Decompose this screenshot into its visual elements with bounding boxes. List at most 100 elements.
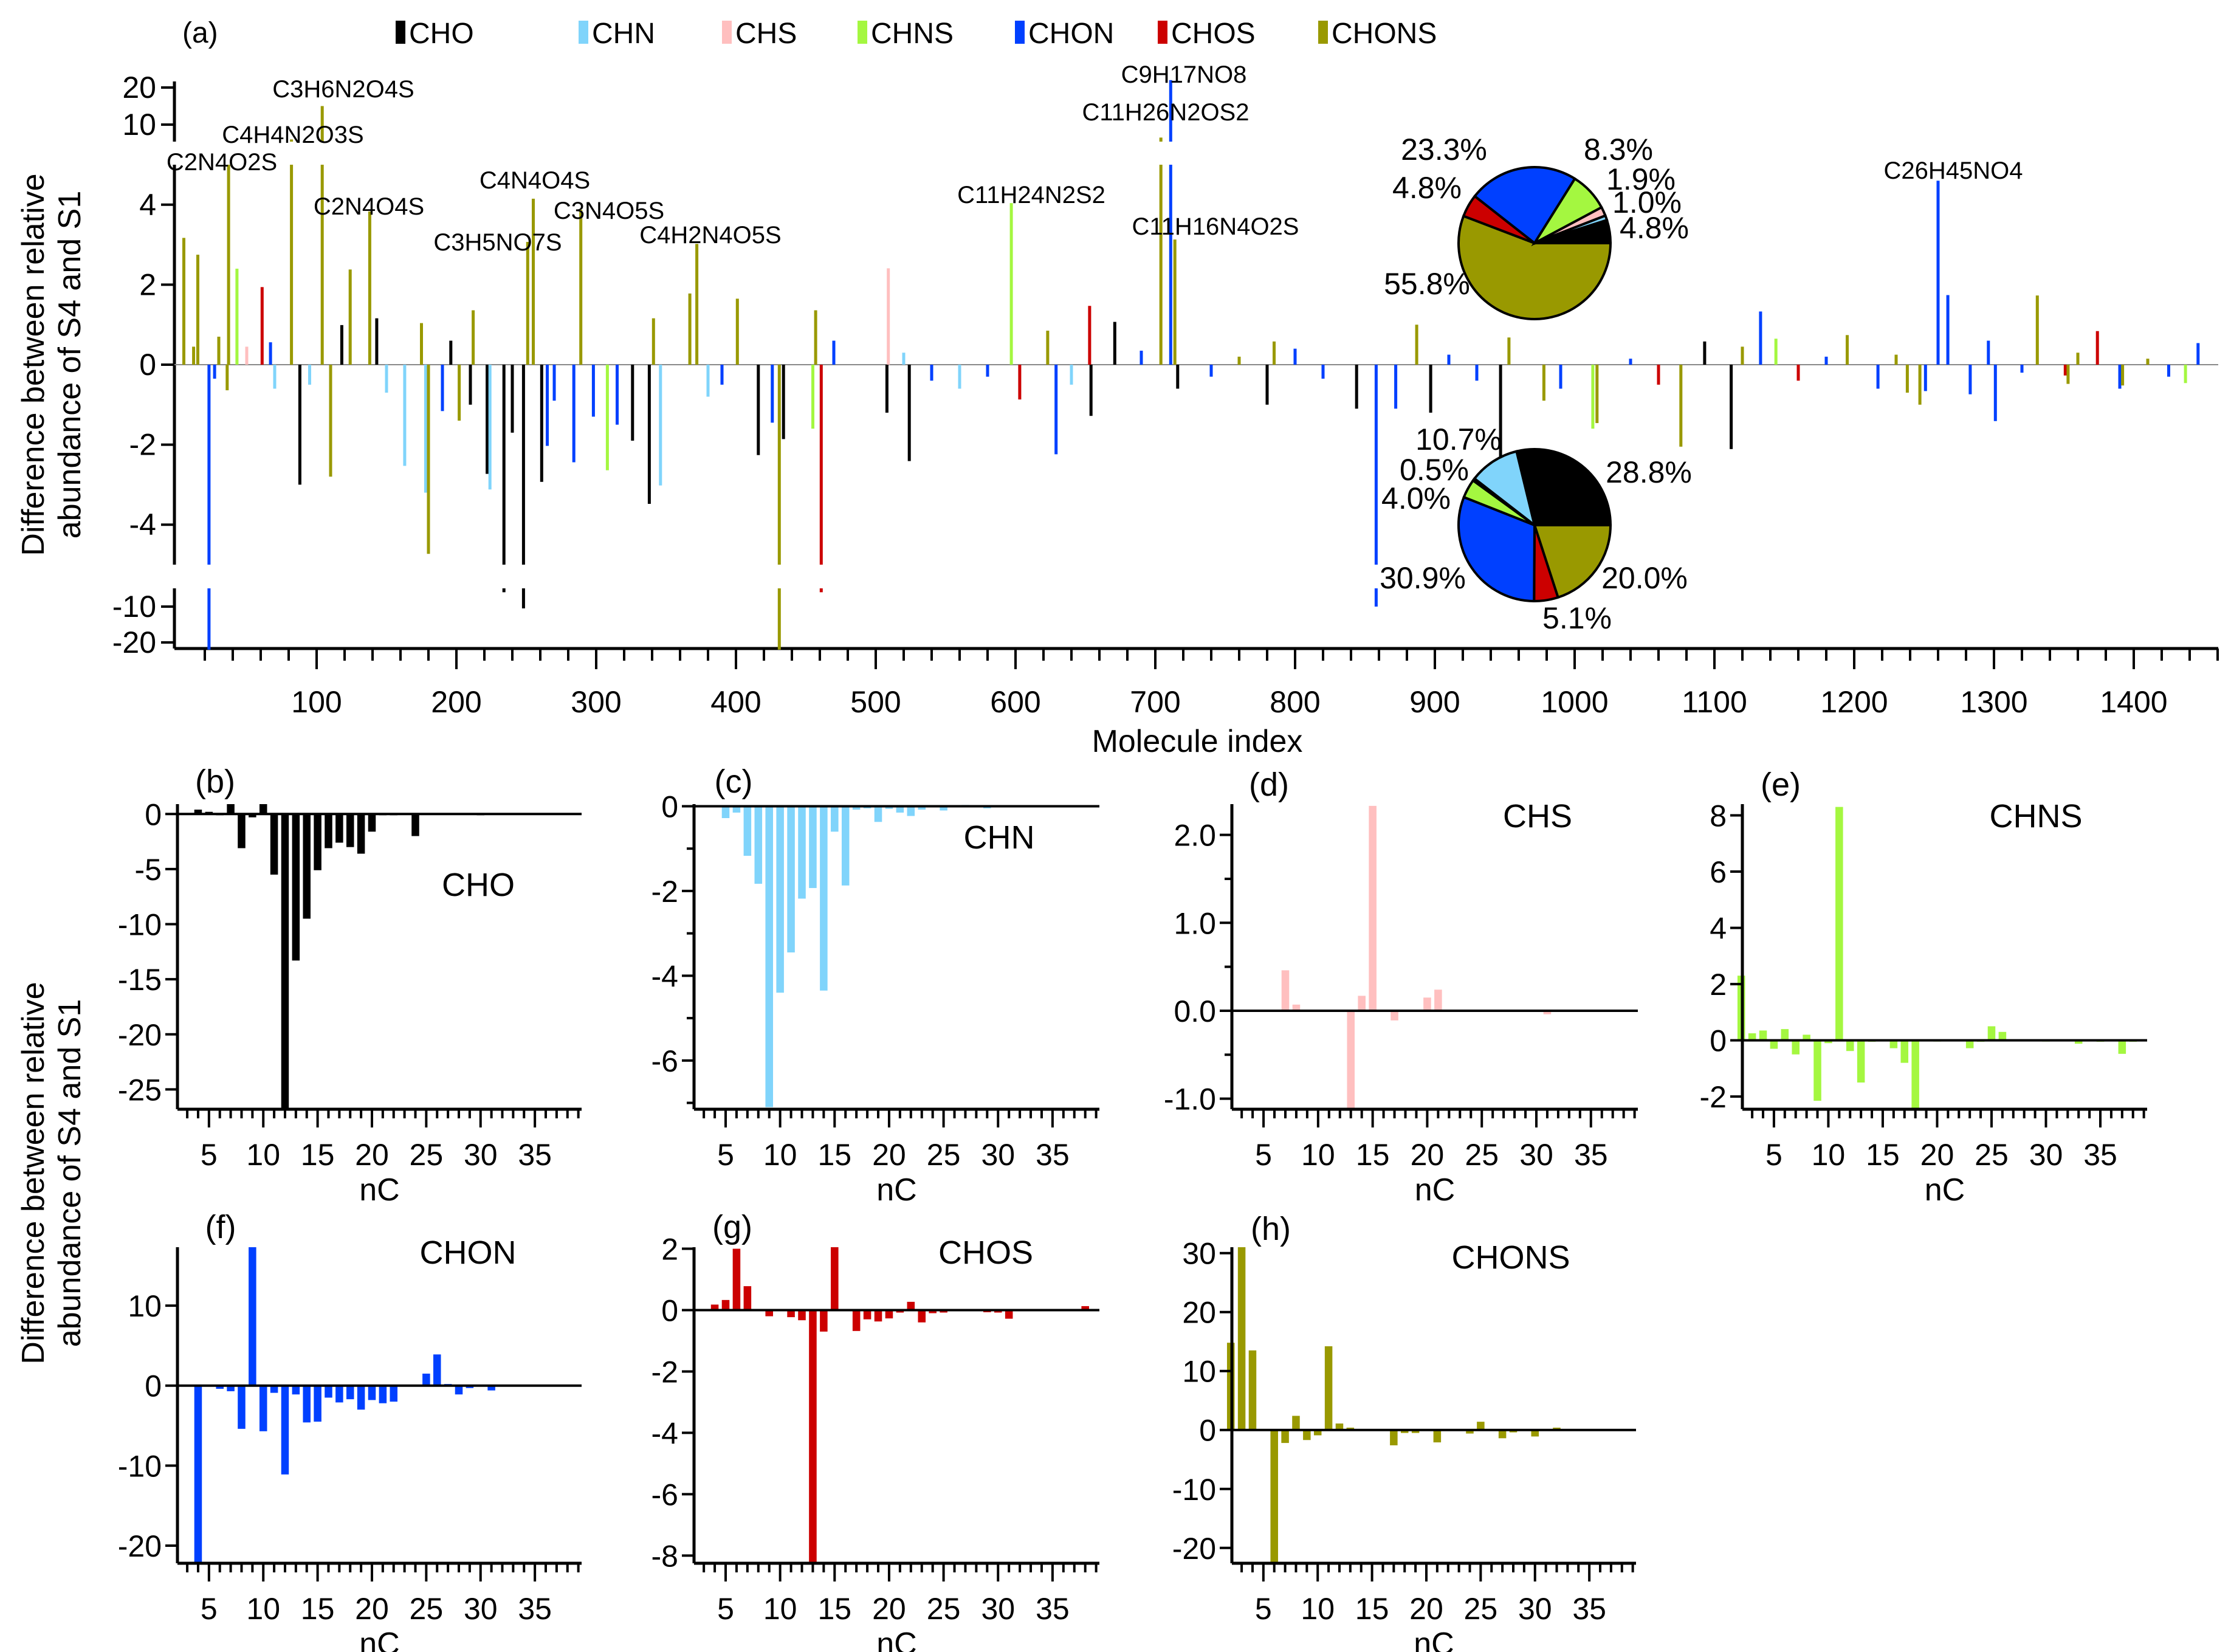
bar-nc xyxy=(433,1354,441,1386)
legend-item-chos: CHOS xyxy=(1158,18,1256,50)
y-tick-label: 6 xyxy=(1710,855,1727,889)
x-tick-label: 10 xyxy=(763,1138,797,1172)
bar-nc xyxy=(940,806,947,811)
bar-nc xyxy=(1846,1040,1854,1051)
bar-cho xyxy=(1176,365,1180,389)
bar-chs xyxy=(887,268,890,365)
y-tick-label: -4 xyxy=(651,959,678,993)
bar-cho xyxy=(1355,365,1358,409)
bar-chons xyxy=(420,323,423,365)
bar-chs xyxy=(245,346,249,365)
x-tick-label: 5 xyxy=(717,1592,734,1626)
bar-chon xyxy=(2196,343,2200,365)
panel-label: (g) xyxy=(712,1209,752,1245)
y-axis-title-line1: Difference between relative xyxy=(16,173,51,556)
x-tick-label: 20 xyxy=(872,1138,906,1172)
x-tick-label: 30 xyxy=(1518,1592,1552,1626)
bar-nc xyxy=(270,814,278,875)
legend-item-chns: CHNS xyxy=(858,18,954,50)
y-tick-label: 4 xyxy=(139,188,156,222)
legend-swatch xyxy=(722,21,732,44)
bar-nc xyxy=(1781,1029,1789,1041)
bar-chons xyxy=(2076,353,2080,365)
bar-nc xyxy=(335,1385,343,1403)
legend-item-cho: CHO xyxy=(396,18,474,50)
bar-chon xyxy=(1140,350,1143,365)
bar-nc xyxy=(390,1385,397,1402)
x-tick-label: 20 xyxy=(355,1138,389,1172)
bar-nc xyxy=(1911,1040,1919,1109)
y-tick-label: 2.0 xyxy=(1174,819,1216,853)
pie-slice-chon xyxy=(1473,166,1577,245)
y-tick-label: -4 xyxy=(129,508,156,542)
bar-chon xyxy=(441,365,444,411)
bar-chon xyxy=(552,365,556,401)
panel-title: CHNS xyxy=(1989,798,2082,835)
bar-nc xyxy=(194,810,202,814)
pie-slice-cho xyxy=(1534,218,1612,244)
bar-chons xyxy=(217,336,221,365)
bar-nc xyxy=(1759,1030,1767,1041)
bar-cho xyxy=(1703,341,1707,365)
bar-nc xyxy=(2074,1040,2083,1044)
compound-annotation: C26H45NO4 xyxy=(1883,157,2023,184)
bar-chn xyxy=(902,353,906,365)
bar-chon xyxy=(1936,181,1940,365)
y-tick-label: 0 xyxy=(661,790,678,824)
x-axis-title: nC xyxy=(1925,1172,1965,1208)
panel-e-chns: -2 0 2 4 6 8 5 10 15 20 25 30 35 nC CHNS (e) xyxy=(1700,766,2147,1208)
bar-nc xyxy=(249,1247,256,1386)
pie-slice-label: 1.9% xyxy=(1606,162,1676,196)
bar-cho xyxy=(631,365,634,441)
bar-nc xyxy=(281,814,289,1109)
bar-chn xyxy=(424,365,427,493)
x-tick-label: 15 xyxy=(1355,1592,1389,1626)
x-tick-label: 20 xyxy=(1411,1138,1445,1172)
bar-cho xyxy=(647,365,651,504)
bar-nc xyxy=(368,814,376,832)
bar-nc xyxy=(1824,1040,1832,1044)
x-tick-label: 10 xyxy=(246,1592,280,1626)
panel-label: (a) xyxy=(182,17,218,49)
y-tick-label: -5 xyxy=(135,853,162,887)
bar-chons xyxy=(1273,341,1276,365)
x-tick-label: 20 xyxy=(872,1592,906,1626)
compound-annotation: C11H24N2S2 xyxy=(957,182,1105,208)
bar-nc xyxy=(314,1385,321,1422)
bar-nc xyxy=(1358,996,1366,1011)
panel-title: CHN xyxy=(964,819,1035,856)
bar-nc xyxy=(809,806,817,889)
x-tick-label: 35 xyxy=(518,1592,552,1626)
panel-b-cho: 0 -5 -10 -15 -20 -25 5 10 15 20 25 30 35 nC CHO (b) xyxy=(118,763,582,1208)
bar-chons xyxy=(2146,359,2150,365)
bar-chon xyxy=(930,365,933,381)
bar-chon xyxy=(1876,365,1880,389)
x-tick-label: 30 xyxy=(1519,1138,1553,1172)
bar-nc xyxy=(1369,805,1377,1011)
bar-nc xyxy=(841,806,850,886)
bar-chons xyxy=(1595,365,1599,424)
x-tick-label: 5 xyxy=(201,1138,218,1172)
bar-cho xyxy=(469,365,472,405)
y-tick-label: 0 xyxy=(661,1293,678,1327)
x-tick-label: 1200 xyxy=(1820,685,1888,719)
pie-slice-chon xyxy=(1457,495,1536,603)
bar-nc xyxy=(1270,1430,1278,1563)
x-tick-label: 15 xyxy=(817,1138,851,1172)
x-tick-label: 10 xyxy=(1301,1138,1335,1172)
x-tick-label: 300 xyxy=(571,685,621,719)
x-tick-label: 25 xyxy=(1975,1138,2009,1172)
bar-nc xyxy=(1748,1033,1756,1041)
bar-chons xyxy=(1741,346,1744,365)
bar-nc xyxy=(1292,1004,1301,1011)
bar-cho xyxy=(298,365,301,485)
x-tick-label: 15 xyxy=(1866,1138,1900,1172)
bar-cho xyxy=(757,365,760,455)
bar-chos xyxy=(2095,331,2099,365)
compound-annotation: C3N4O5S xyxy=(554,198,664,224)
compound-annotation: C4N4O4S xyxy=(480,167,590,194)
bar-chons xyxy=(2121,365,2125,386)
compound-annotation: C3H6N2O4S xyxy=(272,76,414,103)
bar-chn xyxy=(958,365,961,389)
panel-h-chons: -20 -10 0 10 20 30 5 10 15 20 25 30 35 nC CHONS (h) xyxy=(1172,1211,1636,1652)
